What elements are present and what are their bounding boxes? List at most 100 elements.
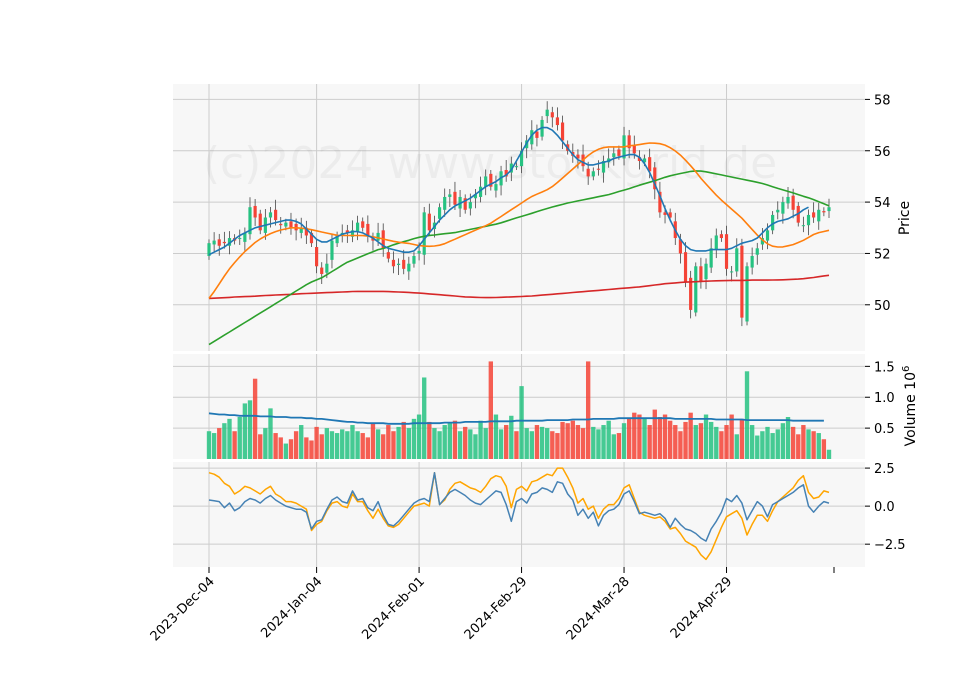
volume-bar — [801, 425, 806, 459]
candle-body — [412, 256, 416, 264]
volume-bar — [463, 426, 468, 459]
volume-bar — [457, 431, 463, 459]
candle-body — [279, 223, 283, 226]
volume-bar — [396, 426, 401, 459]
volume-bar — [329, 431, 335, 459]
volume-bar — [580, 428, 586, 459]
volume-bar — [237, 417, 242, 459]
candle-body — [653, 167, 657, 190]
candle-body — [801, 225, 805, 227]
candle-body — [596, 168, 601, 170]
candle-body — [289, 221, 293, 228]
volume-bar — [734, 434, 739, 459]
volume-bar — [693, 425, 698, 459]
volume-bar — [211, 433, 217, 459]
volume-bar — [437, 431, 442, 459]
candle-body — [386, 252, 390, 259]
candle-body — [632, 145, 636, 154]
volume-average-line — [208, 412, 824, 425]
volume-bar — [729, 414, 734, 459]
volume-bar — [334, 433, 340, 459]
volume-bar — [524, 428, 529, 459]
volume-bar — [632, 412, 637, 459]
volume-bar — [483, 428, 488, 459]
price-y-tick-label: 58 — [874, 93, 891, 108]
candle-body — [396, 263, 401, 265]
volume-bar — [401, 421, 406, 459]
candle-body — [817, 209, 821, 222]
candle-body — [601, 161, 606, 173]
candle-body — [448, 194, 452, 197]
volume-bar — [714, 426, 719, 459]
candle-body — [530, 130, 534, 145]
volume-bar — [391, 431, 396, 459]
candle-body — [473, 194, 478, 199]
volume-bar — [796, 434, 801, 459]
x-tick-label: 2024-Jan-04 — [258, 574, 325, 641]
candle-body — [350, 230, 355, 237]
candle-body — [663, 212, 667, 215]
candle-body — [627, 135, 631, 149]
candle-body — [555, 117, 560, 126]
price-y-tick-label: 52 — [874, 247, 891, 262]
candle-body — [325, 263, 329, 273]
candle-body — [207, 243, 211, 257]
volume-bar — [273, 433, 278, 459]
volume-bar — [637, 414, 642, 459]
candle-body — [771, 214, 775, 231]
volume-bar — [601, 425, 606, 459]
volume-bar — [698, 423, 704, 459]
volume-bar — [242, 403, 248, 459]
candle-body — [212, 240, 216, 245]
volume-bar — [504, 425, 509, 459]
volume-bar — [570, 420, 575, 459]
volume-bar — [755, 435, 760, 459]
volume-bar — [550, 431, 555, 459]
oscillator-plot — [208, 467, 830, 561]
volume-bar — [539, 426, 545, 459]
volume-bar — [565, 423, 570, 459]
volume-bar — [821, 439, 827, 459]
price-y-tick-label: 56 — [874, 145, 891, 160]
volume-y-tick-label: 1.5 — [874, 360, 895, 375]
volume-bar — [626, 418, 632, 459]
candle-body — [417, 250, 421, 254]
volume-bar — [591, 426, 596, 459]
volume-bar — [227, 418, 232, 459]
volume-bar — [406, 428, 412, 459]
volume-bar — [473, 434, 478, 459]
candle-body — [478, 186, 483, 197]
candle-body — [427, 213, 431, 231]
candle-body — [453, 191, 457, 205]
volume-bar — [355, 431, 360, 459]
volume-axis-exponent: 6 — [901, 366, 912, 372]
volume-bar — [811, 431, 816, 459]
volume-bar — [258, 434, 263, 459]
x-tick-label: 2024-Feb-29 — [462, 574, 531, 643]
candle-body — [330, 240, 334, 260]
volume-bar — [673, 425, 678, 459]
candle-body — [724, 234, 729, 269]
candle-body — [791, 195, 795, 210]
volume-bar — [375, 429, 381, 459]
candle-body — [786, 196, 790, 204]
candle-body — [509, 163, 513, 173]
volume-bar — [519, 386, 524, 459]
volume-bar — [785, 417, 791, 459]
volume-bar — [534, 425, 540, 459]
volume-bar — [688, 412, 693, 459]
volume-bar — [386, 425, 391, 459]
volume-bar — [360, 433, 365, 459]
volume-bar — [345, 431, 350, 459]
volume-bar — [749, 425, 755, 459]
volume-bar — [724, 425, 729, 459]
candle-body — [371, 238, 375, 241]
ma-fast-line — [208, 126, 809, 256]
price-y-tick-label: 50 — [874, 299, 891, 314]
volume-bar — [381, 434, 386, 459]
volume-bar — [683, 421, 688, 459]
volume-bar — [816, 433, 821, 459]
candle-body — [494, 184, 498, 191]
candle-body — [719, 234, 723, 239]
